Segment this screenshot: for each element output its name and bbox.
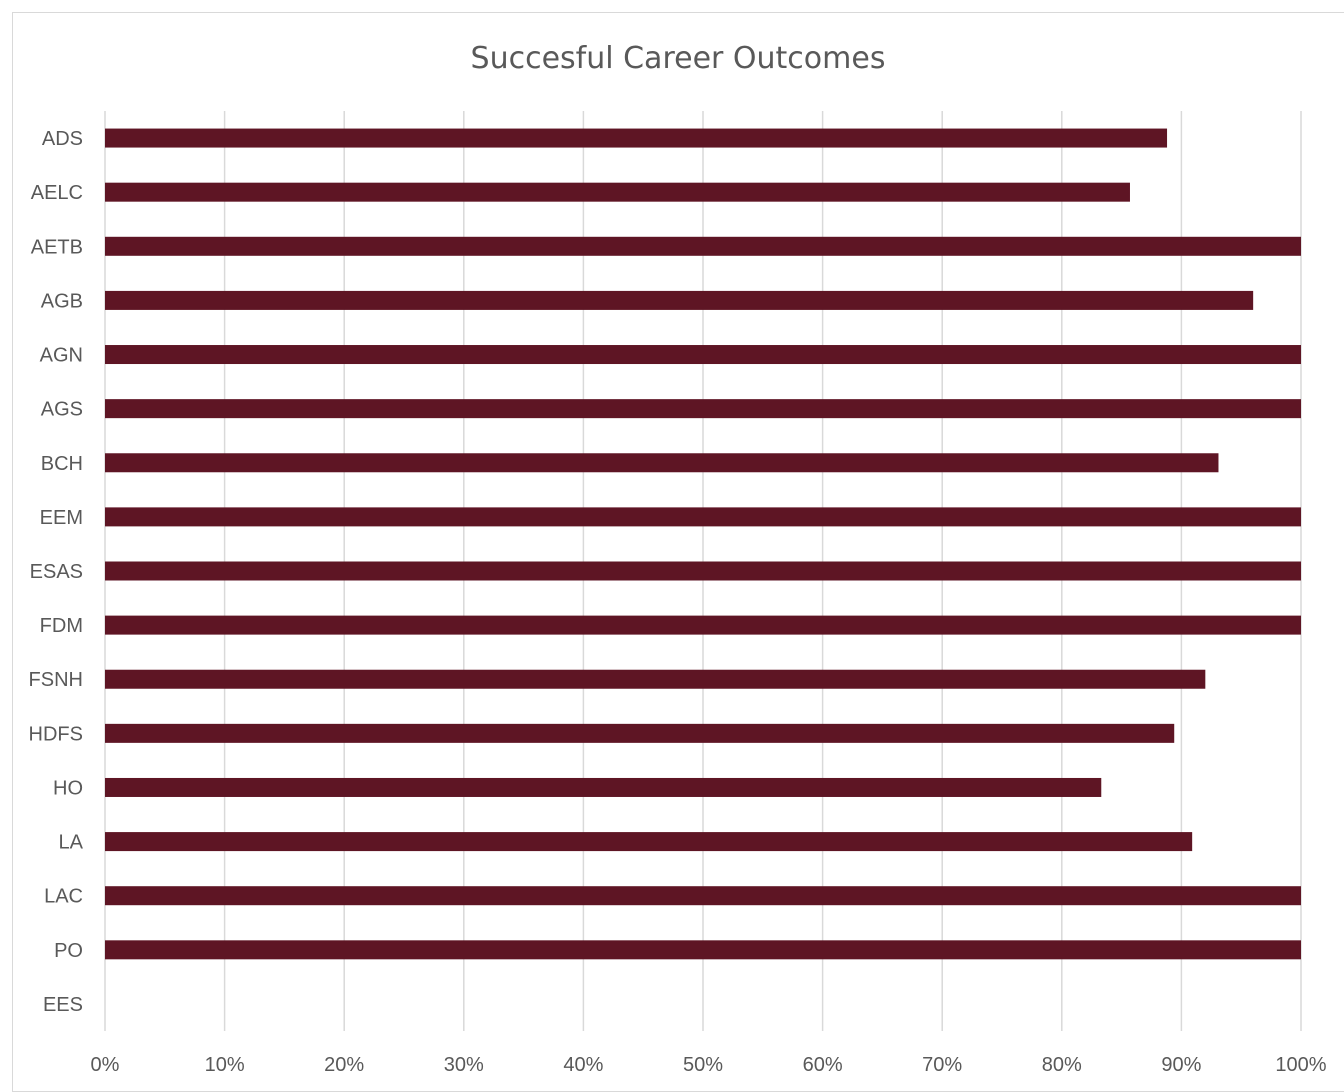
x-tick-label: 50% (683, 1054, 723, 1076)
bar-la (105, 832, 1193, 852)
chart-frame: Succesful Career Outcomes ADS AELC AETB AGB… (12, 12, 1344, 1092)
bar-ags (105, 399, 1301, 419)
chart-title: Succesful Career Outcomes (471, 41, 886, 76)
x-tick-label: 90% (1161, 1054, 1201, 1076)
category-label: FDM (40, 615, 83, 637)
category-labels: ADS AELC AETB AGB AGN AGS BCH EEM ESAS FDM FSNH HDF… (29, 128, 84, 1016)
x-tick-labels: 0% 10% 20% 30% 40% 50% 60% 70% 80% 90% 100% (91, 1054, 1327, 1076)
category-label: AGB (41, 290, 83, 312)
bar-ho (105, 777, 1102, 797)
bar-ads (105, 128, 1168, 148)
bar-po (105, 940, 1301, 960)
category-label: HDFS (29, 723, 83, 745)
category-label: AELC (31, 182, 83, 204)
category-label: AGN (40, 345, 83, 367)
bar-bch (105, 453, 1219, 473)
category-label: EEM (40, 507, 83, 529)
x-tick-label: 20% (324, 1054, 364, 1076)
x-tick-label: 30% (444, 1054, 484, 1076)
x-tick-label: 0% (91, 1054, 120, 1076)
bar-fdm (105, 615, 1301, 635)
bar-eem (105, 507, 1301, 527)
bar-fsnh (105, 669, 1206, 689)
category-label: AGS (41, 399, 83, 421)
category-label: PO (54, 940, 83, 962)
bar-esas (105, 561, 1301, 581)
category-label: ADS (42, 128, 83, 150)
bar-agn (105, 345, 1301, 365)
category-label: AETB (31, 236, 83, 258)
x-tick-label: 10% (205, 1054, 245, 1076)
category-label: ESAS (30, 561, 83, 583)
bars (105, 128, 1301, 960)
x-tick-label: 80% (1042, 1054, 1082, 1076)
x-tick-label: 40% (563, 1054, 603, 1076)
x-tick-label: 60% (803, 1054, 843, 1076)
bar-hdfs (105, 723, 1175, 743)
category-label: BCH (41, 453, 83, 475)
x-tick-label: 100% (1275, 1054, 1326, 1076)
bar-aelc (105, 182, 1130, 202)
bar-aetb (105, 236, 1301, 256)
category-label: EES (43, 994, 83, 1016)
x-tick-label: 70% (922, 1054, 962, 1076)
category-label: LAC (44, 886, 83, 908)
category-label: HO (53, 777, 83, 799)
bar-agb (105, 290, 1254, 310)
category-label: LA (59, 832, 84, 854)
category-label: FSNH (29, 669, 83, 691)
bar-chart: Succesful Career Outcomes ADS AELC AETB AGB… (29, 41, 1327, 1076)
bar-lac (105, 886, 1301, 906)
